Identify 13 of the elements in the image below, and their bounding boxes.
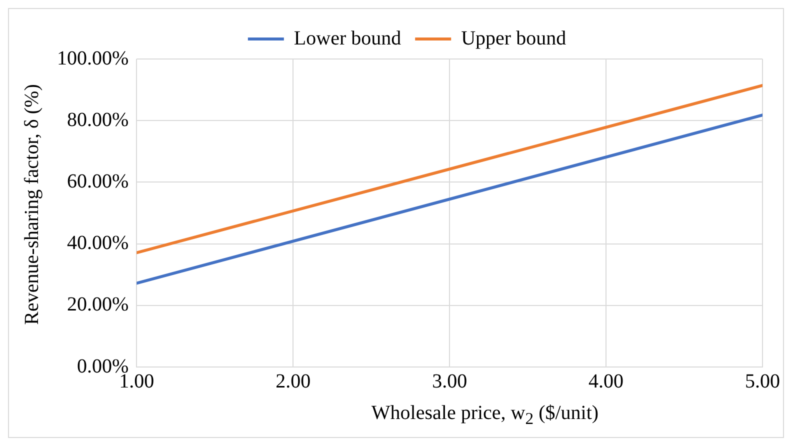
- x-tick-label: 2.00: [276, 370, 311, 392]
- x-tick-label: 4.00: [588, 370, 624, 392]
- legend-label: Lower bound: [294, 27, 402, 50]
- y-tick-label: 20.00%: [66, 294, 129, 316]
- x-axis-title: Wholesale price, w$_{2}$ ($/unit): [370, 402, 600, 429]
- y-tick-label: 60.00%: [66, 170, 129, 192]
- x-tick-label: 3.00: [432, 370, 468, 392]
- legend-label: Upper bound: [461, 27, 566, 50]
- y-axis-title: Revenue-sharing factor, δ (%): [20, 84, 44, 324]
- x-tick-label: 5.00: [745, 370, 780, 392]
- y-tick-label: 80.00%: [66, 108, 129, 131]
- y-tick-label: 100.00%: [56, 47, 129, 70]
- y-tick-label: 40.00%: [66, 232, 129, 254]
